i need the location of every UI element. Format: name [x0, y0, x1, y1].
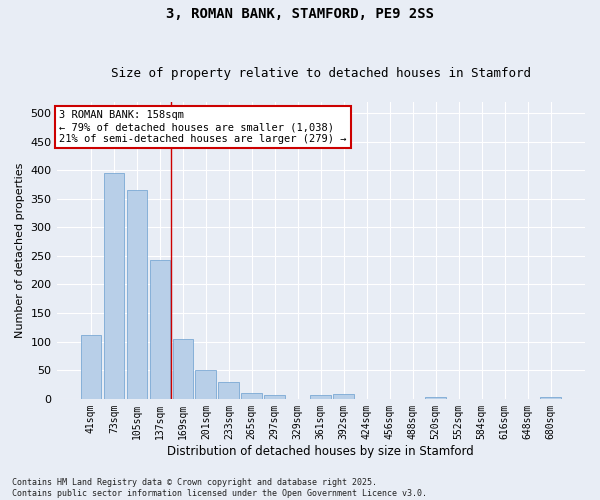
Bar	[425, 397, 446, 399]
Bar	[173, 339, 193, 399]
Bar	[310, 395, 331, 399]
Bar	[196, 370, 216, 399]
Bar	[80, 335, 101, 399]
Text: 3 ROMAN BANK: 158sqm
← 79% of detached houses are smaller (1,038)
21% of semi-de: 3 ROMAN BANK: 158sqm ← 79% of detached h…	[59, 110, 347, 144]
Y-axis label: Number of detached properties: Number of detached properties	[15, 162, 25, 338]
X-axis label: Distribution of detached houses by size in Stamford: Distribution of detached houses by size …	[167, 444, 474, 458]
Bar	[265, 395, 285, 399]
Text: Contains HM Land Registry data © Crown copyright and database right 2025.
Contai: Contains HM Land Registry data © Crown c…	[12, 478, 427, 498]
Bar	[104, 173, 124, 399]
Bar	[241, 393, 262, 399]
Text: 3, ROMAN BANK, STAMFORD, PE9 2SS: 3, ROMAN BANK, STAMFORD, PE9 2SS	[166, 8, 434, 22]
Bar	[540, 397, 561, 399]
Bar	[334, 394, 354, 399]
Title: Size of property relative to detached houses in Stamford: Size of property relative to detached ho…	[111, 66, 531, 80]
Bar	[218, 382, 239, 399]
Bar	[127, 190, 147, 399]
Bar	[149, 260, 170, 399]
